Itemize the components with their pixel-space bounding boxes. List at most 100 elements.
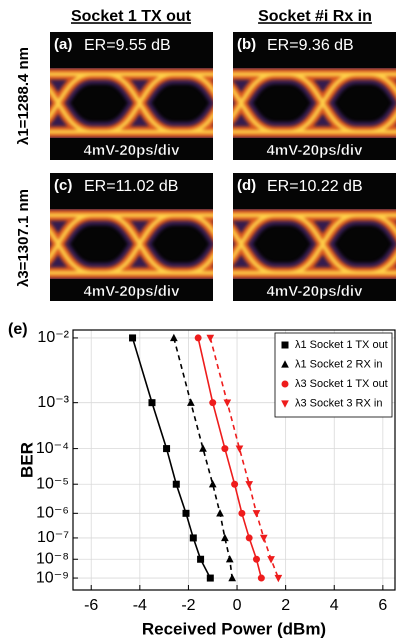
marker: [228, 573, 237, 582]
extinction-ratio: ER=11.02 dB: [84, 178, 178, 195]
x-tick-label: -2: [181, 597, 195, 614]
x-tick-label: 4: [330, 597, 339, 614]
marker: [208, 480, 217, 488]
marker: [245, 481, 254, 489]
eye-trace: [233, 205, 396, 283]
y-tick-label: 10⁻⁵: [36, 475, 69, 492]
scale-label: 4mV-20ps/div: [267, 283, 364, 300]
ber-chart: (e) -6 -4 -2 0 2 4 6 10⁻² 10⁻³ 10⁻⁴ 10⁻⁵ 10⁻⁶ 10⁻⁷ 10⁻…: [8, 321, 396, 638]
eye-panel: (d) ER=10.22 dB 4mV-20ps/div: [233, 173, 396, 301]
scale-label: 4mV-20ps/div: [84, 142, 181, 159]
marker: [223, 399, 232, 407]
scale-label: 4mV-20ps/div: [267, 142, 364, 159]
marker: [197, 555, 205, 563]
y-tick-label: 10⁻⁷: [37, 529, 69, 546]
row-label: λ1=1288.4 nm: [15, 47, 32, 145]
legend-marker: [281, 360, 289, 368]
panel-label: (b): [237, 36, 256, 53]
fit-line: [173, 337, 233, 579]
legend-label: λ1 Socket 2 RX in: [295, 358, 382, 370]
eye-trace: [50, 64, 213, 142]
marker: [259, 534, 268, 543]
legend-box: [274, 332, 393, 418]
marker: [148, 399, 156, 407]
y-tick-label: 10⁻²: [37, 329, 69, 346]
marker: [245, 534, 253, 542]
marker: [257, 574, 265, 582]
eye-panel: (b) ER=9.36 dB 4mV-20ps/div: [233, 32, 396, 160]
marker: [187, 398, 195, 406]
marker: [252, 510, 261, 518]
y-tick-label: 10⁻³: [37, 394, 69, 411]
marker: [252, 555, 260, 563]
legend-marker: [281, 380, 289, 388]
eye-core: [233, 72, 396, 134]
marker: [172, 480, 180, 488]
marker: [274, 574, 283, 583]
eye-diagrams: (a) ER=9.55 dB 4mV-20ps/div (b) ER=9.36 dB 4m…: [50, 32, 396, 301]
extinction-ratio: ER=9.36 dB: [267, 37, 354, 54]
marker: [238, 509, 246, 517]
marker: [199, 444, 207, 452]
marker: [216, 509, 224, 517]
marker: [163, 445, 171, 453]
fit-line: [131, 337, 212, 579]
extinction-ratio: ER=9.55 dB: [84, 37, 171, 54]
fit-line: [209, 337, 280, 579]
marker: [221, 533, 229, 542]
eye-core: [50, 213, 213, 275]
x-axis-label: Received Power (dBm): [142, 619, 326, 638]
marker: [194, 334, 202, 342]
series: [170, 333, 237, 582]
fit-line: [197, 337, 263, 579]
marker: [170, 333, 178, 342]
x-tick-label: -4: [133, 597, 147, 614]
x-tick-label: 6: [378, 597, 387, 614]
row-label: λ3=1307.1 nm: [15, 189, 32, 287]
plot-frame: [72, 329, 396, 591]
y-tick-label: 10⁻⁹: [36, 569, 69, 586]
panel-label: (c): [54, 177, 72, 194]
scale-label: 4mV-20ps/div: [84, 283, 181, 300]
y-tick-label: 10⁻⁶: [36, 505, 69, 522]
panel-label: (e): [8, 321, 28, 338]
extinction-ratio: ER=10.22 dB: [267, 178, 363, 195]
legend-label: λ3 Socket 1 TX out: [295, 378, 388, 390]
column-header: Socket #i Rx in: [258, 8, 372, 25]
legend: λ1 Socket 1 TX out λ1 Socket 2 RX in λ3 So…: [274, 332, 393, 418]
marker: [206, 574, 214, 582]
panel-label: (a): [54, 36, 72, 53]
x-tick-label: 2: [281, 597, 290, 614]
series: [129, 334, 214, 582]
legend-label: λ1 Socket 1 TX out: [295, 339, 388, 351]
eye-core: [50, 72, 213, 134]
marker: [206, 334, 215, 343]
eye-core: [233, 213, 396, 275]
eye-panel: (a) ER=9.55 dB 4mV-20ps/div: [50, 32, 213, 160]
y-tick-label: 10⁻⁸: [36, 550, 69, 567]
column-header: Socket 1 TX out: [71, 8, 192, 25]
eye-panel: (c) ER=11.02 dB 4mV-20ps/div: [50, 173, 213, 301]
series: [194, 334, 265, 582]
marker: [235, 445, 244, 453]
panel-label: (d): [237, 177, 256, 194]
eye-trace: [233, 64, 396, 142]
marker: [129, 334, 137, 342]
marker: [221, 445, 229, 453]
marker: [267, 556, 275, 564]
legend-label: λ3 Socket 3 RX in: [295, 397, 382, 409]
x-tick-label: -6: [84, 597, 98, 614]
marker: [225, 555, 234, 563]
legend-marker: [281, 400, 289, 408]
eye-trace: [50, 205, 213, 283]
y-tick-label: 10⁻⁴: [36, 440, 69, 457]
marker: [209, 399, 217, 407]
marker: [189, 534, 197, 542]
marker: [231, 480, 239, 488]
y-axis-label: BER: [17, 442, 36, 478]
legend-marker: [281, 341, 289, 349]
series: [206, 334, 283, 583]
x-tick-label: 0: [233, 597, 242, 614]
marker: [182, 509, 190, 517]
